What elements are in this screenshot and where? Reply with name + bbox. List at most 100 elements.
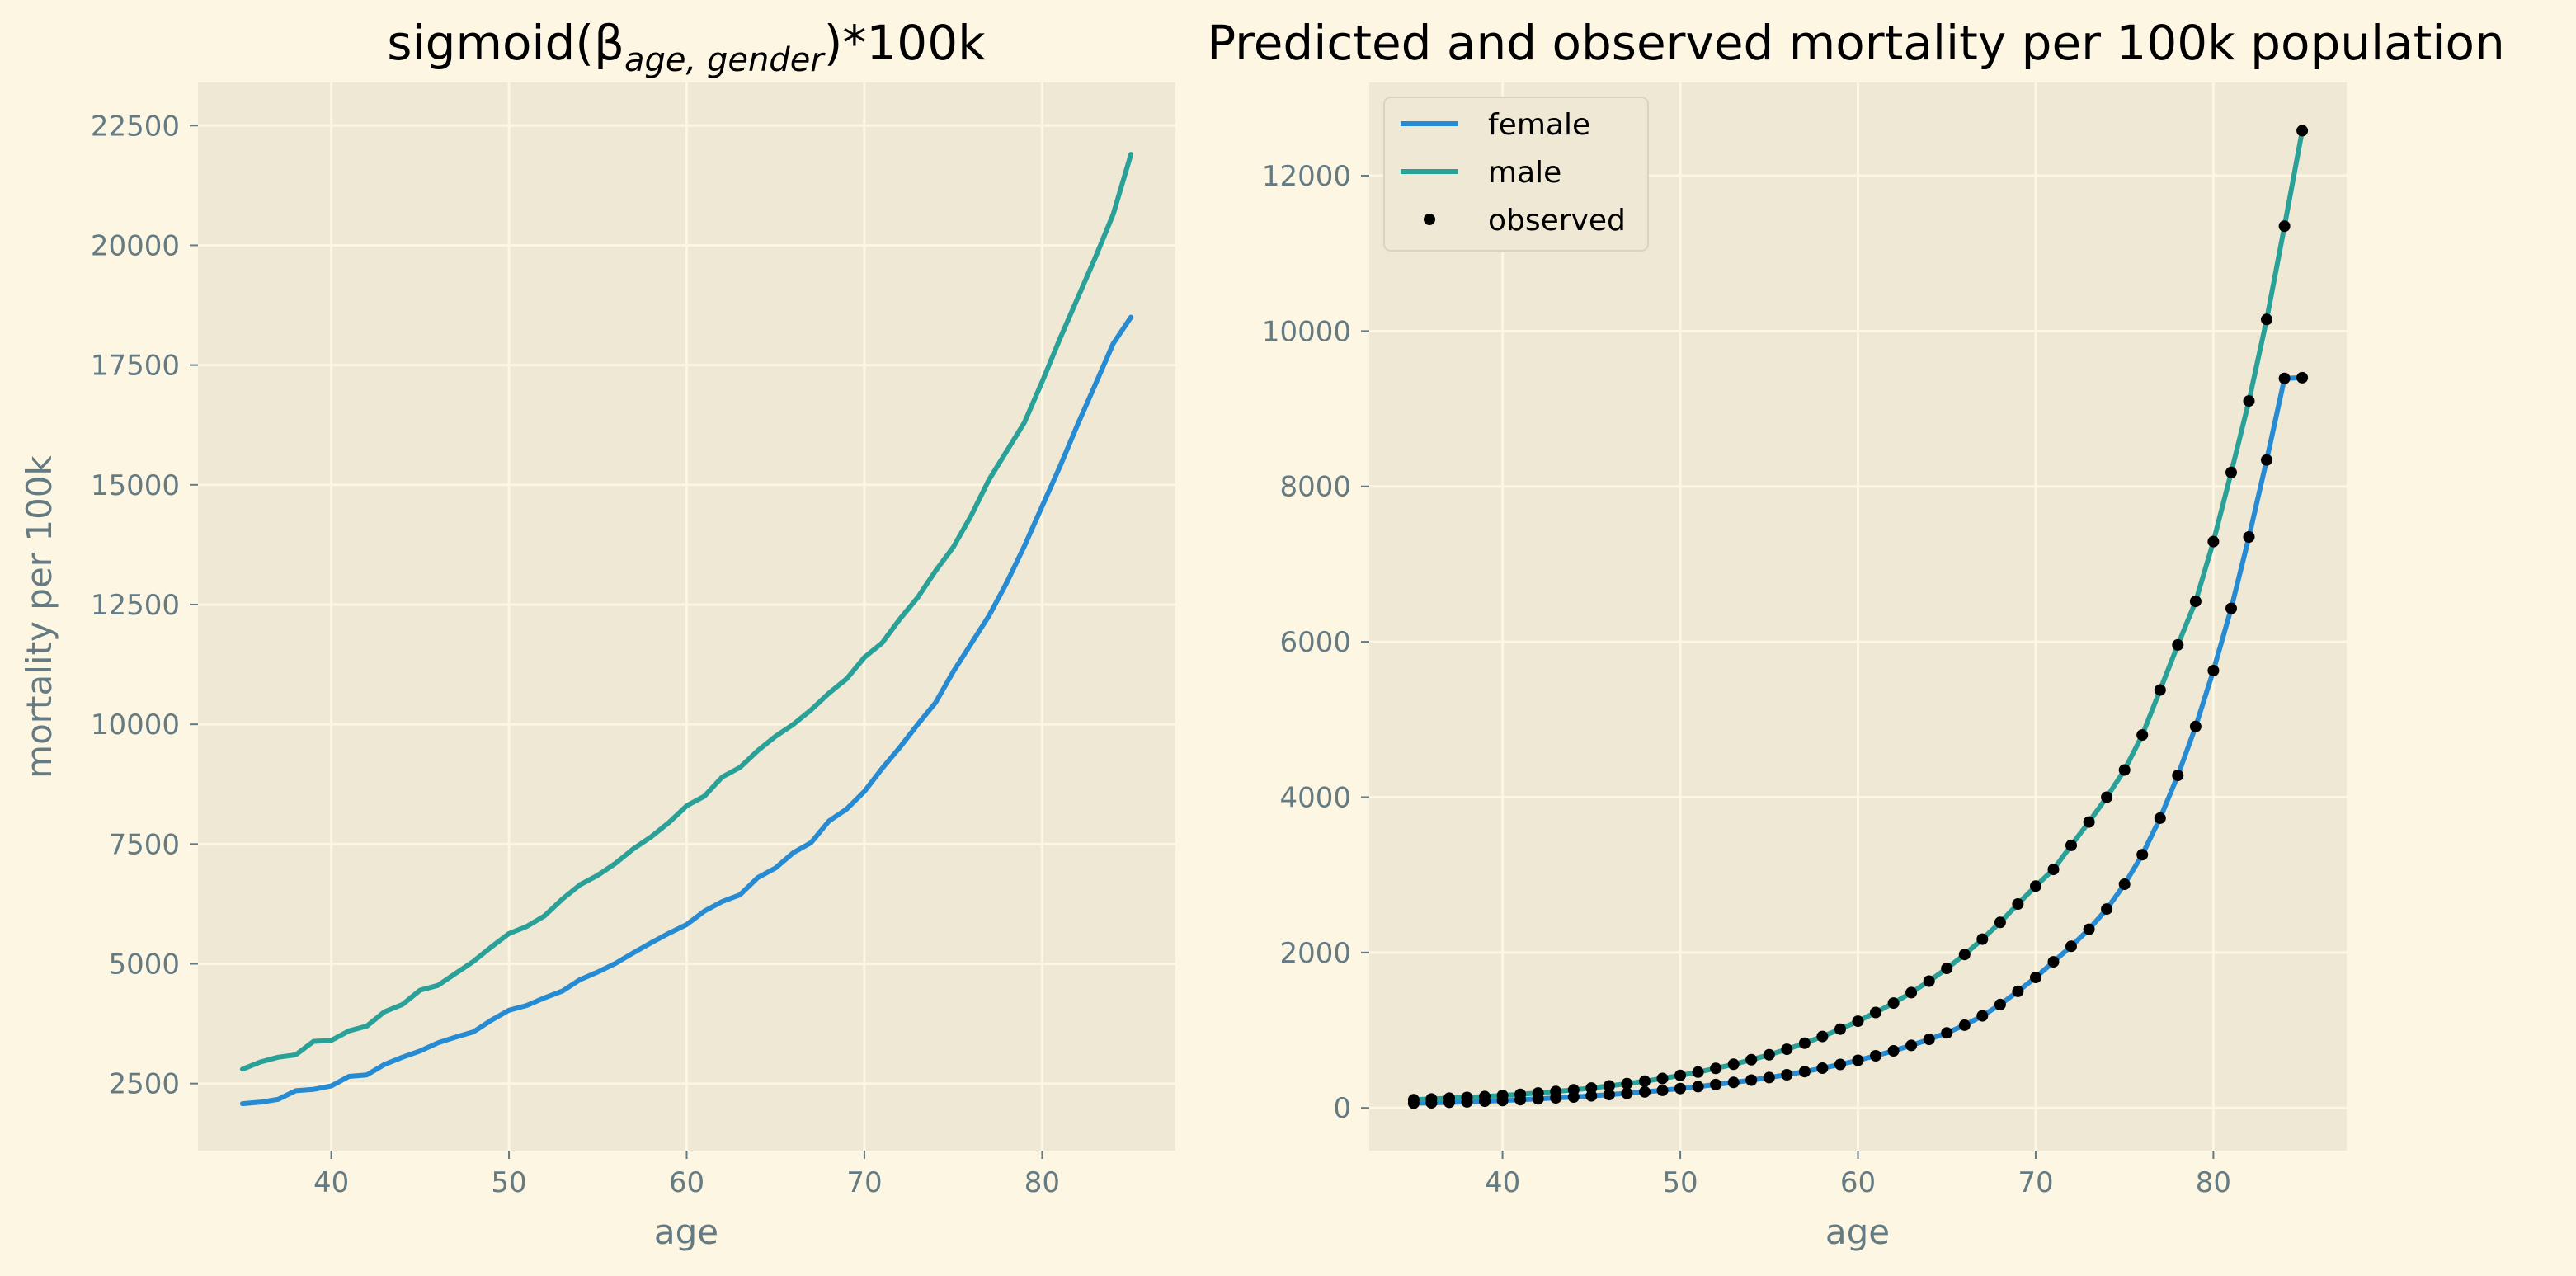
right-y-tick-label: 0	[1333, 1092, 1351, 1125]
observed-point-female	[1425, 1097, 1438, 1109]
observed-point-male	[2101, 791, 2113, 803]
observed-point-male	[1621, 1077, 1633, 1090]
left-y-tick-label: 5000	[108, 949, 180, 982]
observed-point-male	[1692, 1066, 1704, 1078]
legend-box	[1383, 97, 1649, 252]
observed-point-male	[2030, 880, 2041, 892]
left-y-tick-label: 7500	[108, 828, 180, 861]
observed-point-male	[1674, 1069, 1686, 1081]
right-x-axis-label: age	[1825, 1212, 1890, 1252]
observed-point-female	[1621, 1087, 1633, 1099]
observed-point-male	[1958, 949, 1971, 961]
observed-point-female	[2207, 665, 2220, 676]
left-ticks: 40 50 60 70 80 2500 5000 7500 10000 12500 15000 175…	[91, 110, 1060, 1199]
right-x-tick-label: 80	[2196, 1166, 2231, 1199]
observed-point-female	[2047, 956, 2060, 968]
left-series-male-line	[239, 152, 1134, 1072]
observed-point-female	[2136, 849, 2149, 861]
observed-point-female	[1870, 1050, 1881, 1062]
observed-point-male	[2154, 684, 2166, 696]
left-grid	[198, 82, 1175, 1151]
left-series	[239, 152, 1134, 1107]
observed-point-female	[1798, 1066, 1811, 1078]
observed-point-female	[1585, 1090, 1598, 1102]
right-y-tick-label: 6000	[1279, 626, 1351, 659]
observed-point-female	[2083, 923, 2095, 935]
observed-point-male	[1727, 1058, 1740, 1071]
observed-point-male	[2296, 125, 2309, 137]
observed-point-male	[2189, 596, 2202, 608]
legend: female male observed	[1383, 97, 1649, 252]
right-chart: 40 50 60 70 80 0 2000 4000 6000 8000 10000 12000 Pr…	[1207, 15, 2505, 1252]
left-series-female-line	[239, 314, 1134, 1107]
left-x-tick-label: 50	[491, 1166, 526, 1199]
observed-point-male	[2118, 764, 2131, 776]
left-x-tick-label: 60	[669, 1166, 704, 1199]
observed-point-male	[1923, 975, 1935, 987]
observed-point-female	[1745, 1074, 1758, 1086]
observed-point-female	[1532, 1093, 1544, 1105]
observed-point-female	[1567, 1091, 1580, 1103]
left-title-subscript: age, gender	[624, 41, 826, 79]
observed-point-female	[1976, 1010, 1989, 1022]
observed-point-female	[1781, 1069, 1793, 1081]
observed-point-male	[2065, 839, 2077, 851]
legend-label-female: female	[1488, 108, 1590, 142]
left-y-tick-label: 20000	[91, 229, 180, 262]
observed-point-female	[2261, 454, 2272, 466]
observed-point-female	[2118, 878, 2131, 890]
observed-point-female	[2154, 812, 2166, 824]
observed-point-female	[1923, 1034, 1935, 1046]
observed-point-female	[1958, 1019, 1971, 1031]
observed-point-female	[2225, 602, 2237, 614]
right-y-tick-label: 2000	[1279, 937, 1351, 970]
observed-point-female	[1710, 1078, 1722, 1090]
observed-point-female	[2189, 720, 2202, 732]
observed-point-female	[2030, 972, 2041, 983]
observed-point-male	[2136, 729, 2149, 742]
observed-point-female	[1727, 1076, 1740, 1089]
right-y-tick-label: 10000	[1262, 315, 1351, 348]
observed-point-male	[1639, 1075, 1651, 1087]
observed-point-female	[1763, 1071, 1775, 1084]
left-y-tick-label: 17500	[91, 350, 180, 383]
observed-point-female	[1994, 998, 2006, 1010]
observed-point-female	[1514, 1094, 1527, 1106]
observed-point-male	[1976, 933, 1989, 945]
left-title-main: sigmoid(β	[387, 15, 624, 71]
left-x-axis-label: age	[654, 1212, 718, 1252]
observed-point-female	[1674, 1082, 1686, 1095]
observed-point-male	[1870, 1006, 1881, 1019]
observed-point-male	[1887, 997, 1900, 1010]
observed-point-male	[2083, 816, 2095, 828]
legend-label-male: male	[1488, 156, 1561, 190]
right-grid	[1369, 82, 2347, 1151]
left-title-suffix: )*100k	[824, 15, 986, 71]
observed-point-male	[2047, 864, 2060, 876]
observed-point-female	[1905, 1039, 1918, 1052]
left-y-tick-label: 2500	[108, 1068, 180, 1101]
observed-point-female	[1407, 1097, 1420, 1109]
observed-point-female	[2278, 372, 2291, 384]
observed-point-male	[2261, 313, 2272, 326]
observed-point-female	[2101, 903, 2113, 916]
observed-point-male	[1745, 1053, 1758, 1066]
legend-label-observed: observed	[1488, 204, 1626, 238]
observed-point-female	[1834, 1058, 1846, 1071]
observed-point-female	[2243, 531, 2255, 543]
left-y-axis-label: mortality per 100k	[19, 454, 59, 778]
legend-swatch-observed	[1424, 214, 1435, 225]
observed-point-male	[2207, 535, 2220, 548]
observed-point-female	[1692, 1081, 1704, 1093]
observed-point-male	[1781, 1043, 1793, 1056]
left-chart-title: sigmoid(βage, gender)*100k	[387, 15, 986, 79]
observed-point-female	[1443, 1096, 1455, 1109]
left-x-tick-label: 80	[1024, 1166, 1060, 1199]
right-y-tick-label: 8000	[1279, 471, 1351, 504]
right-x-tick-label: 60	[1840, 1166, 1876, 1199]
right-observed-points	[1407, 125, 2309, 1109]
observed-point-male	[1603, 1080, 1615, 1092]
left-x-tick-label: 70	[846, 1166, 882, 1199]
observed-point-male	[1763, 1048, 1775, 1061]
